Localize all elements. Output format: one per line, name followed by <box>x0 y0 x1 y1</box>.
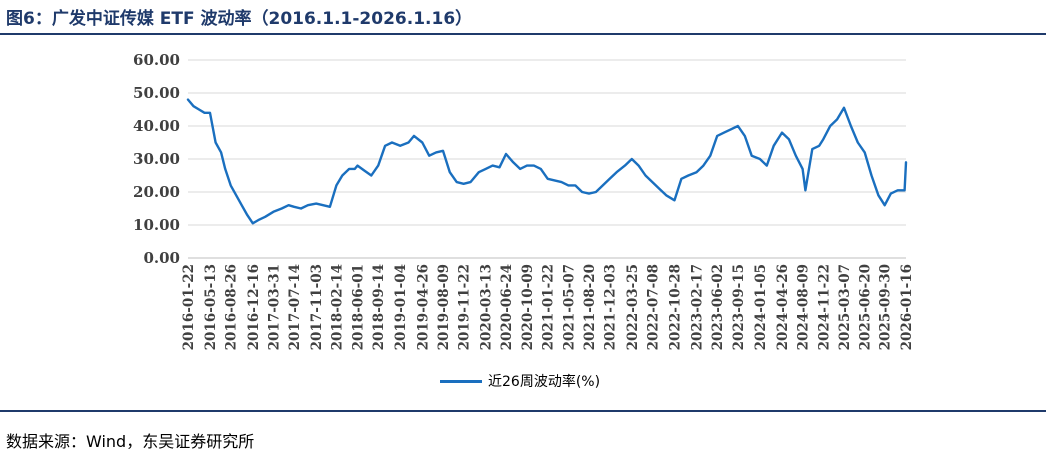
x-tick-label: 2024-11-22 <box>816 264 832 350</box>
x-tick-label: 2019-04-26 <box>415 264 431 350</box>
y-tick-label: 40.00 <box>133 117 180 135</box>
x-tick-label: 2024-04-26 <box>775 264 791 350</box>
y-tick-label: 30.00 <box>133 150 180 168</box>
y-tick-label: 20.00 <box>133 183 180 201</box>
source-note: 数据来源：Wind，东吴证券研究所 <box>6 432 255 451</box>
x-tick-label: 2024-01-05 <box>753 264 769 350</box>
x-tick-label: 2019-11-22 <box>457 264 473 350</box>
series-layer <box>186 98 908 225</box>
y-axis: 0.00 10.00 20.00 30.00 40.00 50.00 60.00 <box>133 51 180 267</box>
x-tick-label: 2017-11-03 <box>309 264 325 350</box>
x-tick-label: 2019-08-09 <box>436 264 452 350</box>
y-tick-label: 0.00 <box>143 249 180 267</box>
x-tick-label: 2025-03-07 <box>837 264 853 350</box>
top-rule <box>0 33 1046 35</box>
x-tick-label: 2021-01-22 <box>541 264 557 350</box>
x-tick-label: 2017-07-14 <box>287 264 303 350</box>
y-tick-label: 50.00 <box>133 84 180 102</box>
x-axis: 2016-01-22 2016-05-13 2016-08-26 2016-12-16… <box>181 257 915 350</box>
x-tick-label: 2019-01-04 <box>393 264 409 350</box>
volatility-line-chart: 0.00 10.00 20.00 30.00 40.00 50.00 60.00 2016-… <box>133 51 915 350</box>
x-tick-label: 2016-05-13 <box>203 264 219 350</box>
x-tick-label: 2016-08-26 <box>224 264 240 350</box>
x-tick-label: 2022-03-25 <box>625 264 641 350</box>
x-tick-label: 2021-12-03 <box>603 264 619 350</box>
x-tick-label: 2023-02-17 <box>690 264 706 350</box>
legend-swatch <box>440 379 482 383</box>
x-tick-label: 2025-06-20 <box>858 264 874 350</box>
grid-lines <box>188 59 906 226</box>
x-tick-label: 2021-08-20 <box>582 264 598 350</box>
x-tick-label: 2026-01-16 <box>899 264 915 350</box>
x-tick-label: 2016-12-16 <box>246 264 262 350</box>
x-tick-label: 2023-09-15 <box>731 264 747 350</box>
y-tick-label: 10.00 <box>133 216 180 234</box>
x-tick-label: 2020-03-13 <box>479 264 495 350</box>
series-line <box>186 98 908 225</box>
x-tick-label: 2020-10-09 <box>520 264 536 350</box>
x-tick-label: 2023-06-02 <box>710 264 726 350</box>
x-tick-label: 2017-03-31 <box>266 264 282 350</box>
legend-label: 近26周波动率(%) <box>488 374 601 390</box>
x-tick-label: 2024-08-09 <box>796 264 812 350</box>
x-tick-label: 2018-06-01 <box>351 264 367 350</box>
x-tick-label: 2018-09-14 <box>371 264 387 350</box>
x-tick-label: 2022-07-08 <box>645 264 661 350</box>
x-tick-label: 2016-01-22 <box>181 264 197 350</box>
figure-title: 图6：广发中证传媒 ETF 波动率（2016.1.1-2026.1.16） <box>6 9 473 29</box>
x-tick-label: 2025-09-30 <box>878 264 894 350</box>
bottom-rule <box>0 410 1046 412</box>
y-tick-label: 60.00 <box>133 51 180 69</box>
x-tick-label: 2020-06-24 <box>499 264 515 350</box>
x-tick-label: 2022-10-28 <box>667 264 683 350</box>
legend: 近26周波动率(%) <box>440 371 600 391</box>
x-tick-label: 2021-05-07 <box>561 264 577 350</box>
x-tick-label: 2018-02-14 <box>329 264 345 350</box>
